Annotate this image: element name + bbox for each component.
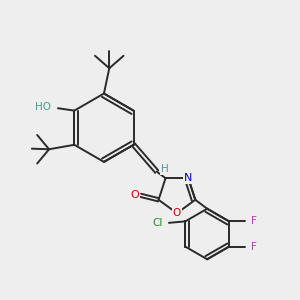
Text: H: H — [161, 164, 169, 174]
Text: F: F — [251, 242, 256, 252]
Text: F: F — [251, 216, 256, 226]
Text: Cl: Cl — [152, 218, 162, 228]
Text: N: N — [184, 173, 193, 183]
Text: O: O — [173, 208, 181, 218]
Text: HO: HO — [34, 102, 51, 112]
Text: O: O — [130, 190, 139, 200]
